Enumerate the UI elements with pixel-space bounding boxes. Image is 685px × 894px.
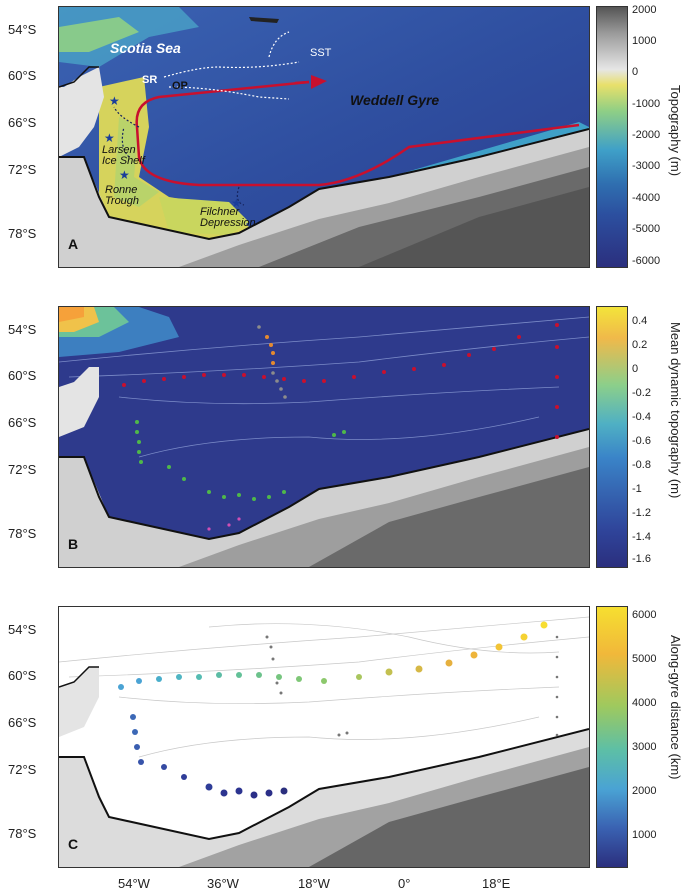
colorbar-mdt: [596, 306, 628, 568]
lat-label: 60°S: [8, 368, 37, 383]
colorbar-tick: -1000: [632, 98, 661, 110]
colorbar-along-gyre: [596, 606, 628, 868]
place-ronne: Ronne Trough: [105, 184, 140, 207]
lat-label: 78°S: [8, 826, 37, 841]
dynamic-topography-map: [59, 307, 589, 567]
lon-label: 18°E: [482, 876, 511, 891]
lon-label: 0°: [398, 876, 411, 891]
colorbar-tick: 6000: [632, 609, 657, 621]
colorbar-tick: -1: [632, 483, 642, 495]
colorbar-tick: -0.6: [632, 435, 651, 447]
colorbar-tick: -6000: [632, 255, 661, 267]
place-filchner: Filchner Depression: [200, 206, 256, 229]
lat-label: 66°S: [8, 715, 37, 730]
station-star-icon: ★: [104, 131, 115, 145]
reference-stations: [265, 635, 559, 737]
map-panel-a: ★ ★ ★ ★: [58, 6, 590, 268]
lat-label: 72°S: [8, 762, 37, 777]
place-op: OP: [172, 80, 188, 92]
map-panel-b: [58, 306, 590, 568]
station-star-icon: ★: [231, 196, 242, 210]
map-panel-c: [58, 606, 590, 868]
colorbar-tick: -1.4: [632, 531, 651, 543]
colorbar-tick: -1.6: [632, 553, 651, 565]
lat-label: 78°S: [8, 526, 37, 541]
panel-label-c: C: [68, 836, 79, 852]
panel-label-b: B: [68, 536, 79, 552]
lat-label: 66°S: [8, 115, 37, 130]
gyre-arrowhead-icon: [311, 75, 327, 89]
colorbar-tick: 4000: [632, 697, 657, 709]
station-track-orange: [265, 335, 275, 365]
topography-map: ★ ★ ★ ★: [59, 7, 589, 267]
station-track-red: [122, 323, 559, 439]
colorbar-tick: -1.2: [632, 507, 651, 519]
lat-label: 72°S: [8, 462, 37, 477]
colorbar-tick: 1000: [632, 35, 657, 47]
gyre-path: [135, 80, 580, 187]
place-weddell-gyre: Weddell Gyre: [350, 92, 440, 108]
place-sr: SR: [142, 74, 158, 86]
colorbar-tick: -5000: [632, 223, 661, 235]
colorbar-tick: 0.2: [632, 339, 648, 351]
lat-label: 60°S: [8, 668, 37, 683]
colorbar-tick: -2000: [632, 129, 661, 141]
station-track-magenta: [207, 517, 241, 531]
colorbar-tick: -0.4: [632, 411, 651, 423]
colorbar-tick: 1000: [632, 829, 657, 841]
colorbar-tick: 0: [632, 66, 639, 78]
station-star-icon: ★: [109, 94, 120, 108]
colorbar-tick: 0: [632, 363, 639, 375]
station-track-green: [135, 420, 346, 501]
colorbar-tick: 0.4: [632, 315, 648, 327]
lat-label: 78°S: [8, 226, 37, 241]
lat-label: 54°S: [8, 322, 37, 337]
colorbar-tick: 2000: [632, 4, 657, 16]
colorbar-topography: [596, 6, 628, 268]
lat-label: 54°S: [8, 22, 37, 37]
colorbar-title: Topography (m): [668, 85, 683, 177]
along-gyre-map: [59, 607, 589, 867]
colorbar-tick: -0.2: [632, 387, 651, 399]
lat-label: 60°S: [8, 68, 37, 83]
colorbar-tick: -4000: [632, 192, 661, 204]
colorbar-tick: -3000: [632, 160, 661, 172]
place-scotia-sea: Scotia Sea: [110, 40, 181, 56]
colorbar-title: Along-gyre distance (km): [668, 635, 683, 780]
station-star-icon: ★: [119, 168, 130, 182]
panel-label-a: A: [68, 236, 79, 252]
colorbar-tick: 3000: [632, 741, 657, 753]
lon-label: 18°W: [298, 876, 330, 891]
place-sst: SST: [310, 47, 332, 59]
place-larsen: Larsen Ice Shelf: [102, 144, 145, 167]
along-gyre-stations: [118, 621, 548, 799]
station-track-grey: [257, 325, 287, 399]
lat-label: 72°S: [8, 162, 37, 177]
lat-label: 66°S: [8, 415, 37, 430]
colorbar-tick: 2000: [632, 785, 657, 797]
lat-label: 54°S: [8, 622, 37, 637]
lon-label: 54°W: [118, 876, 150, 891]
colorbar-tick: -0.8: [632, 459, 651, 471]
lon-label: 36°W: [207, 876, 239, 891]
colorbar-title: Mean dynamic topography (m): [668, 322, 683, 499]
colorbar-tick: 5000: [632, 653, 657, 665]
